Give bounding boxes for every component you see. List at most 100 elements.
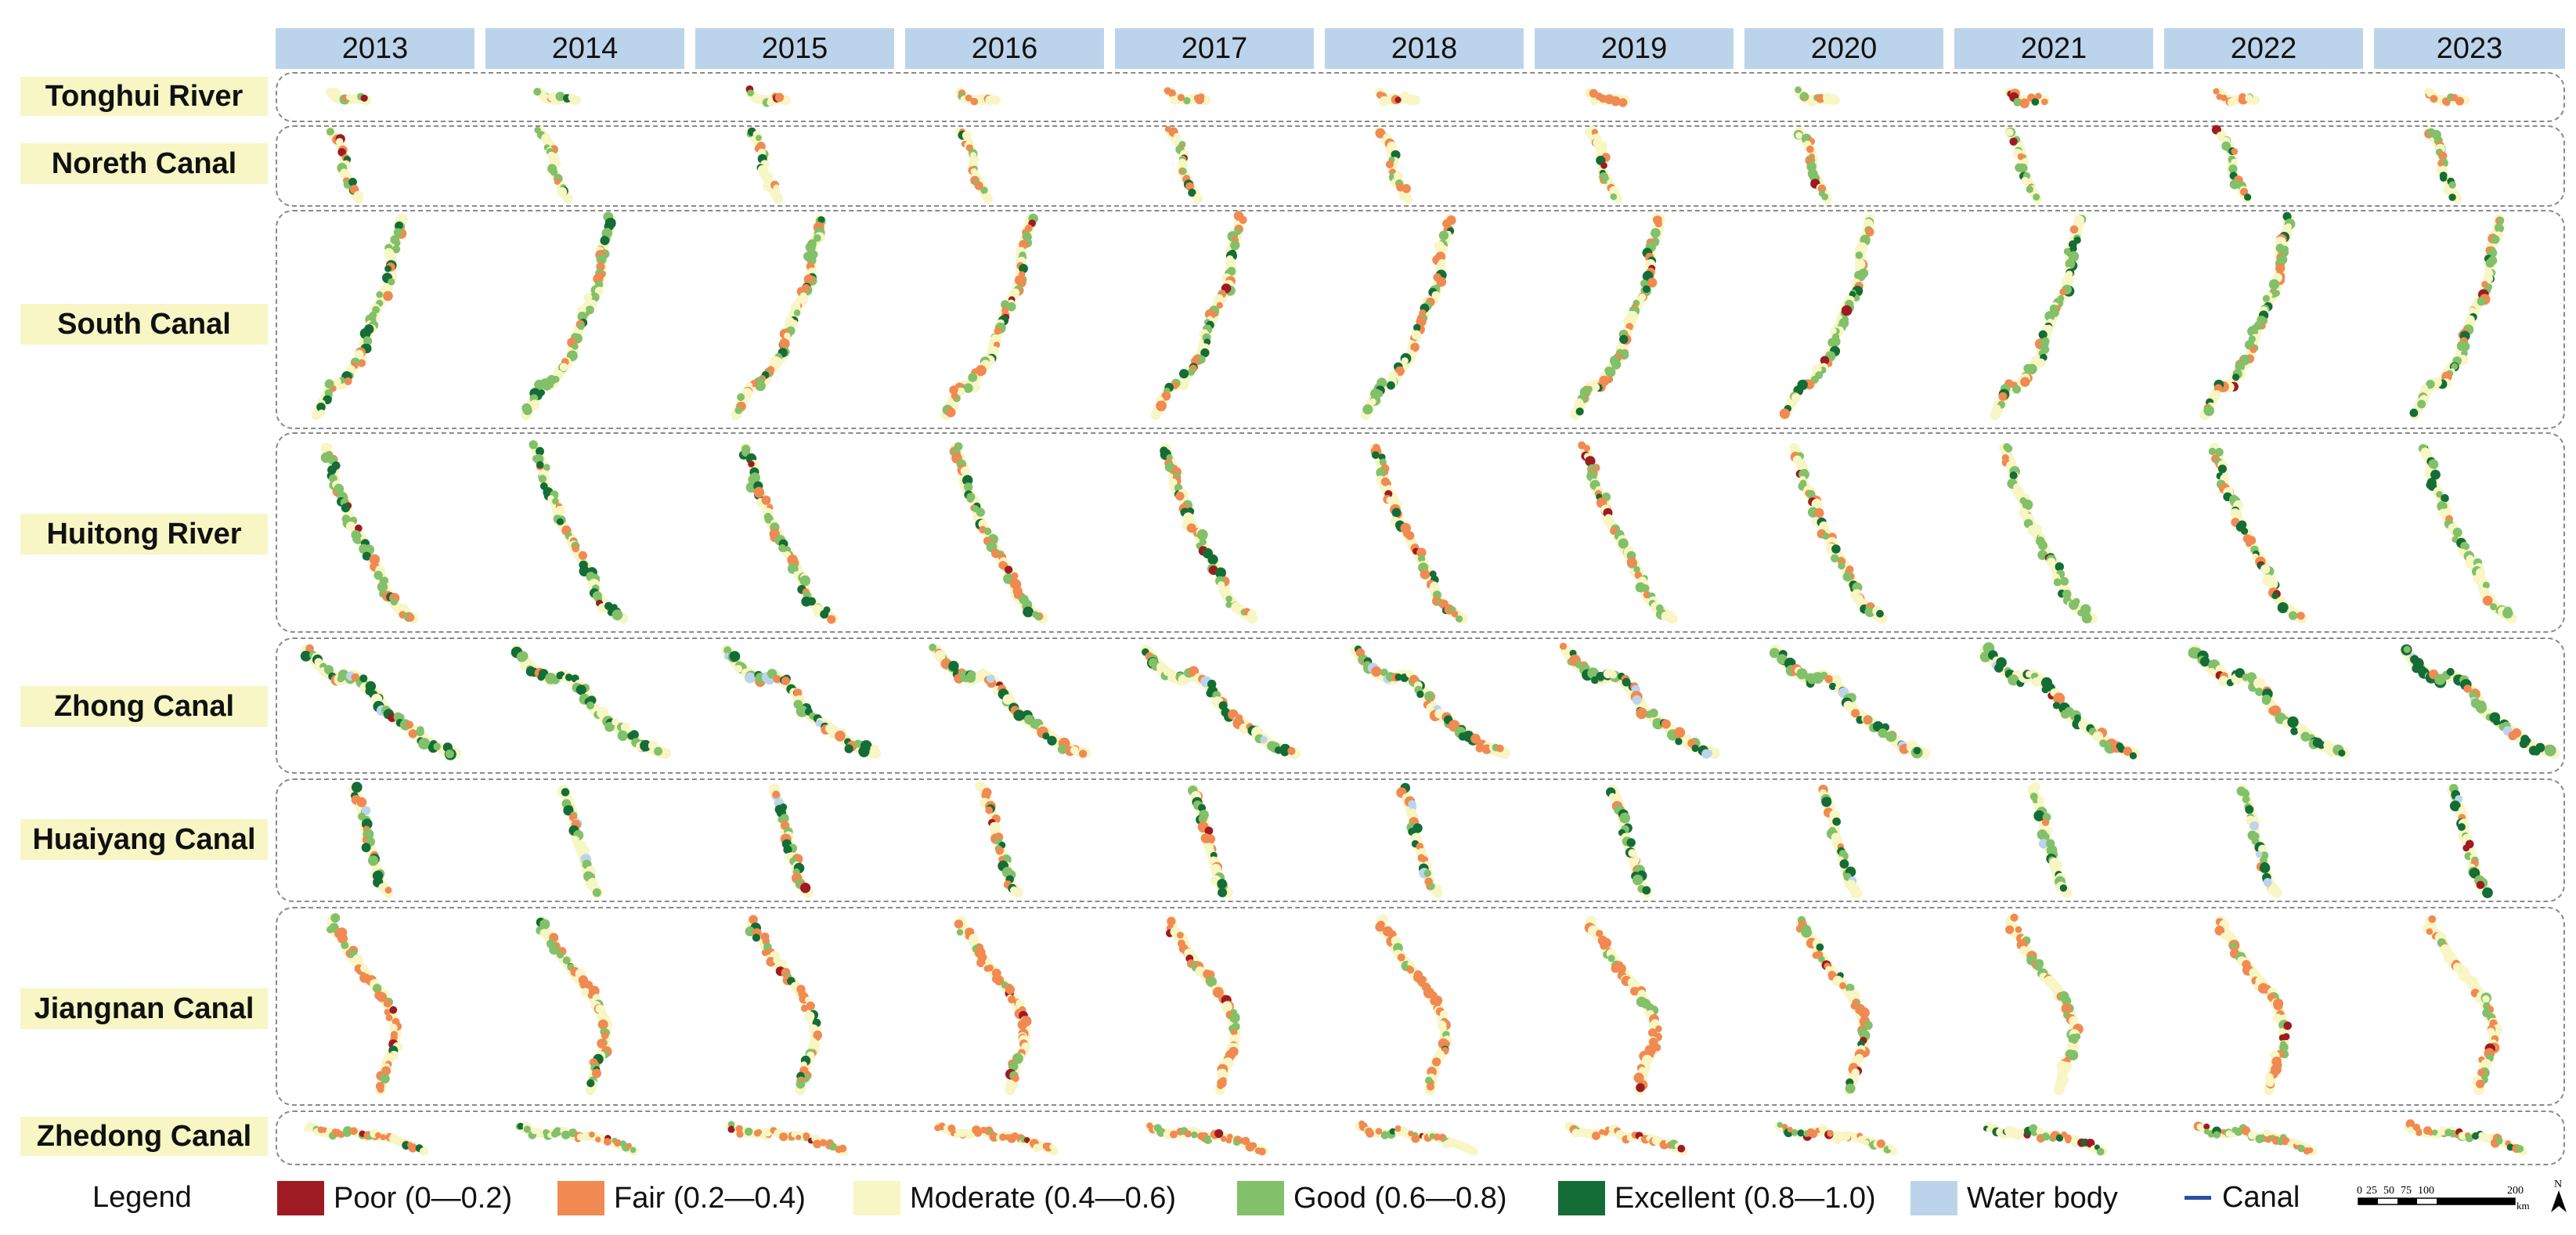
canal-label-noreth-canal: Noreth Canal xyxy=(20,143,268,184)
canal-map-zhong-canal-2018 xyxy=(1351,645,1510,759)
canal-map-jiangnan-canal-2013 xyxy=(327,913,403,1096)
row-box-tonghui-river xyxy=(276,72,2565,122)
row-box-huitong-river xyxy=(276,432,2565,633)
row-box-zhedong-canal xyxy=(276,1110,2565,1165)
north-label: N xyxy=(2554,1179,2562,1190)
canal-map-huitong-river-2013 xyxy=(320,442,419,624)
canal-map-south-canal-2023 xyxy=(2409,214,2505,421)
canal-map-jiangnan-canal-2014 xyxy=(536,915,613,1096)
scale-tick-75: 75 xyxy=(2401,1185,2412,1197)
year-header-2020: 2020 xyxy=(1744,28,1943,69)
legend-item-water-body: Water body xyxy=(1910,1181,2118,1215)
canal-map-zhong-canal-2014 xyxy=(511,645,671,759)
legend-item-excellent: Excellent (0.8—1.0) xyxy=(1558,1181,1876,1215)
legend-swatch-fair xyxy=(557,1181,604,1215)
canal-map-south-canal-2016 xyxy=(940,213,1038,421)
legend-item-canal: Canal xyxy=(2185,1181,2300,1215)
scale-unit: km xyxy=(2516,1200,2530,1212)
legend-swatch-water-body xyxy=(1910,1181,1957,1215)
canal-map-zhedong-canal-2015 xyxy=(725,1121,849,1156)
legend-item-poor: Poor (0—0.2) xyxy=(277,1181,512,1215)
canal-map-jiangnan-canal-2019 xyxy=(1584,915,1662,1096)
scale-bar-segments xyxy=(2358,1197,2516,1205)
canal-map-tonghui-river-2022 xyxy=(2213,88,2260,107)
row-box-huaiyang-canal xyxy=(276,778,2565,902)
canal-map-south-canal-2018 xyxy=(1360,214,1456,421)
canal-map-huitong-river-2019 xyxy=(1578,441,1678,624)
canal-map-huitong-river-2016 xyxy=(949,442,1048,624)
canal-label-jiangnan-canal: Jiangnan Canal xyxy=(20,988,268,1029)
canal-map-huaiyang-canal-2019 xyxy=(1606,784,1653,898)
legend: Legend Poor (0—0.2) Fair (0.2—0.4) Moder… xyxy=(0,1175,2576,1225)
year-header-2015: 2015 xyxy=(695,28,894,69)
canal-map-tonghui-river-2019 xyxy=(1585,88,1630,107)
canal-map-tonghui-river-2017 xyxy=(1164,87,1210,105)
canal-map-tonghui-river-2023 xyxy=(2424,88,2470,107)
canal-label-south-canal: South Canal xyxy=(20,304,268,345)
legend-item-moderate: Moderate (0.4—0.6) xyxy=(853,1181,1176,1215)
canal-map-zhong-canal-2017 xyxy=(1141,645,1301,759)
canal-map-zhong-canal-2013 xyxy=(300,644,461,760)
canal-map-zhedong-canal-2021 xyxy=(1983,1121,2108,1156)
canal-map-zhedong-canal-2013 xyxy=(303,1121,429,1156)
canal-map-huaiyang-canal-2015 xyxy=(768,783,814,898)
canal-map-noreth-canal-2021 xyxy=(2004,127,2042,204)
canal-map-noreth-canal-2016 xyxy=(955,127,993,204)
legend-item-fair: Fair (0.2—0.4) xyxy=(557,1181,806,1215)
canal-map-noreth-canal-2015 xyxy=(745,127,783,204)
canal-map-huaiyang-canal-2021 xyxy=(2027,782,2073,898)
legend-swatch-good xyxy=(1237,1181,1284,1215)
canal-label-huitong-river: Huitong River xyxy=(20,514,268,554)
canal-label-zhedong-canal: Zhedong Canal xyxy=(20,1117,268,1156)
canal-map-south-canal-2019 xyxy=(1570,212,1665,421)
canal-label-zhong-canal: Zhong Canal xyxy=(20,686,268,727)
canal-map-tonghui-river-2021 xyxy=(2004,88,2050,109)
canal-label-tonghui-river: Tonghui River xyxy=(20,77,268,116)
canal-map-tonghui-river-2013 xyxy=(326,88,371,105)
canal-map-tonghui-river-2015 xyxy=(745,85,791,107)
canal-label-huaiyang-canal: Huaiyang Canal xyxy=(20,819,268,860)
canal-map-huaiyang-canal-2016 xyxy=(975,781,1023,898)
year-header-2021: 2021 xyxy=(1954,28,2153,69)
year-header-2014: 2014 xyxy=(485,28,684,69)
legend-swatch-poor xyxy=(277,1181,324,1215)
year-header-2016: 2016 xyxy=(905,28,1104,69)
scale-tick-0: 0 xyxy=(2357,1185,2362,1197)
canal-map-jiangnan-canal-2017 xyxy=(1166,915,1241,1096)
canal-map-noreth-canal-2020 xyxy=(1793,127,1832,204)
canal-map-huitong-river-2015 xyxy=(738,442,839,624)
canal-map-jiangnan-canal-2018 xyxy=(1375,914,1452,1096)
year-header-2023: 2023 xyxy=(2374,28,2565,69)
canal-map-zhedong-canal-2018 xyxy=(1355,1120,1478,1156)
canal-map-zhedong-canal-2020 xyxy=(1774,1121,1898,1156)
row-box-zhong-canal xyxy=(276,637,2565,774)
canal-map-noreth-canal-2018 xyxy=(1375,127,1412,204)
canal-map-jiangnan-canal-2015 xyxy=(745,915,823,1096)
canal-map-noreth-canal-2023 xyxy=(2424,127,2462,204)
canal-map-zhedong-canal-2019 xyxy=(1564,1121,1688,1156)
canal-map-noreth-canal-2022 xyxy=(2211,125,2252,204)
year-header-2017: 2017 xyxy=(1115,28,1314,69)
canal-map-south-canal-2020 xyxy=(1779,214,1875,421)
canal-map-jiangnan-canal-2016 xyxy=(954,915,1032,1096)
canal-map-zhedong-canal-2022 xyxy=(2193,1121,2318,1156)
canal-map-huitong-river-2022 xyxy=(2208,442,2307,624)
canal-map-zhong-canal-2021 xyxy=(1979,642,2140,760)
canal-map-noreth-canal-2014 xyxy=(534,126,573,204)
canal-map-jiangnan-canal-2021 xyxy=(2005,913,2084,1096)
canal-map-huaiyang-canal-2018 xyxy=(1396,782,1443,898)
canal-map-zhong-canal-2019 xyxy=(1559,642,1720,759)
canal-map-south-canal-2021 xyxy=(1990,214,2087,421)
canal-map-zhedong-canal-2023 xyxy=(2404,1119,2527,1156)
legend-title: Legend xyxy=(92,1181,192,1214)
legend-canal-line-icon xyxy=(2185,1196,2211,1200)
canal-map-noreth-canal-2019 xyxy=(1585,125,1622,204)
canal-map-huaiyang-canal-2020 xyxy=(1817,784,1863,898)
canal-map-tonghui-river-2014 xyxy=(533,88,581,106)
canal-map-huitong-river-2014 xyxy=(529,440,629,624)
canal-map-huitong-river-2021 xyxy=(1999,442,2098,624)
canal-map-zhedong-canal-2017 xyxy=(1145,1121,1268,1156)
canal-map-tonghui-river-2018 xyxy=(1375,88,1420,107)
canal-map-huaiyang-canal-2023 xyxy=(2447,784,2493,898)
canal-map-zhong-canal-2015 xyxy=(721,645,881,759)
